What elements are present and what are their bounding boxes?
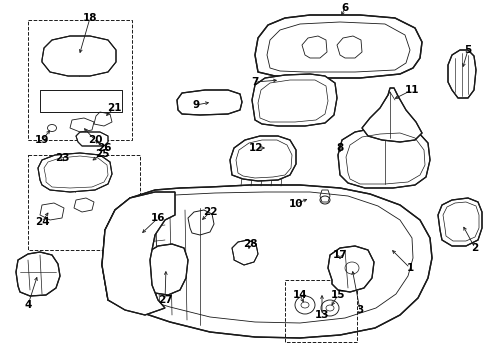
Text: 26: 26 [97, 143, 111, 153]
Text: 15: 15 [331, 290, 345, 300]
Polygon shape [338, 127, 430, 188]
Text: 24: 24 [35, 217, 49, 227]
Text: 11: 11 [405, 85, 419, 95]
Text: 10: 10 [289, 199, 303, 209]
Text: 22: 22 [203, 207, 217, 217]
Text: 12: 12 [249, 143, 263, 153]
Text: 23: 23 [55, 153, 69, 163]
Text: 9: 9 [193, 100, 199, 110]
Polygon shape [177, 90, 242, 115]
Text: 1: 1 [406, 263, 414, 273]
Polygon shape [16, 252, 60, 296]
Polygon shape [252, 74, 337, 126]
Polygon shape [40, 90, 122, 112]
Text: 17: 17 [333, 250, 347, 260]
Text: 19: 19 [35, 135, 49, 145]
Text: 13: 13 [315, 310, 329, 320]
Text: 25: 25 [95, 149, 109, 159]
Text: 16: 16 [151, 213, 165, 223]
Polygon shape [362, 88, 422, 142]
Polygon shape [102, 192, 175, 315]
Text: 28: 28 [243, 239, 257, 249]
Bar [28, 20, 132, 140]
Polygon shape [255, 15, 422, 78]
Polygon shape [328, 246, 374, 292]
Text: 21: 21 [107, 103, 121, 113]
Polygon shape [102, 185, 432, 338]
Bar [285, 280, 357, 342]
Text: 3: 3 [356, 305, 364, 315]
Polygon shape [76, 132, 108, 146]
Text: 2: 2 [471, 243, 479, 253]
Polygon shape [42, 36, 116, 76]
Text: 27: 27 [158, 295, 172, 305]
Polygon shape [145, 244, 188, 295]
Text: 20: 20 [88, 135, 102, 145]
Text: 5: 5 [465, 45, 472, 55]
Text: 14: 14 [293, 290, 307, 300]
Text: 8: 8 [336, 143, 343, 153]
Text: 4: 4 [24, 300, 32, 310]
Text: 7: 7 [251, 77, 259, 87]
Polygon shape [438, 198, 482, 246]
Polygon shape [230, 136, 296, 181]
Polygon shape [232, 240, 258, 265]
Text: 6: 6 [342, 3, 348, 13]
Polygon shape [38, 153, 112, 192]
Text: 18: 18 [83, 13, 97, 23]
Bar [28, 155, 140, 250]
Polygon shape [448, 50, 476, 98]
